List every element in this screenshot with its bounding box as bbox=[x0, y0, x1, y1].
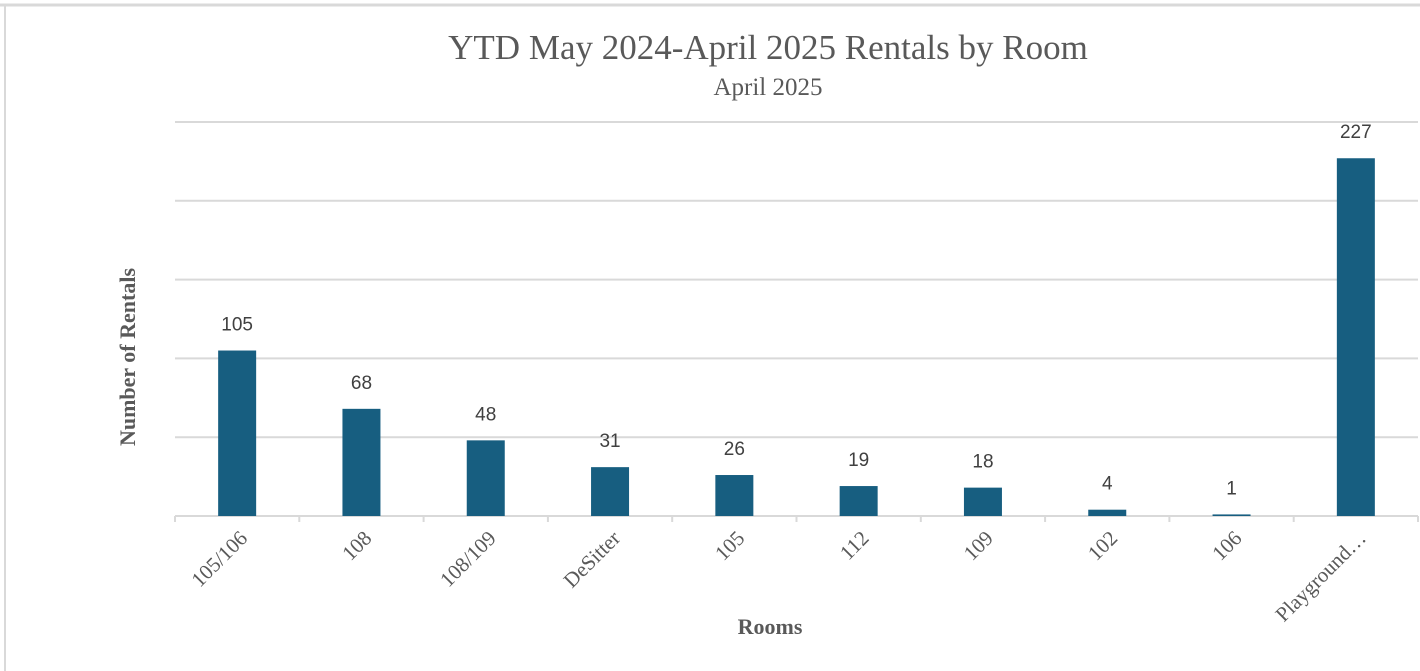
data-label: 1 bbox=[1226, 478, 1237, 499]
data-label: 105 bbox=[221, 315, 253, 336]
chart-title: YTD May 2024-April 2025 Rentals by Room bbox=[448, 28, 1088, 67]
bar bbox=[1336, 158, 1375, 517]
data-label: 26 bbox=[724, 439, 745, 460]
data-label: 31 bbox=[599, 431, 620, 452]
data-label: 48 bbox=[475, 404, 496, 425]
data-label: 18 bbox=[972, 452, 993, 473]
data-label: 4 bbox=[1102, 474, 1113, 495]
bar bbox=[1088, 509, 1127, 516]
data-label: 68 bbox=[351, 373, 372, 394]
bar bbox=[1212, 514, 1251, 516]
data-label: 227 bbox=[1340, 122, 1372, 143]
bar bbox=[218, 350, 257, 516]
y-axis-label: Number of Rentals bbox=[115, 268, 140, 446]
bar bbox=[342, 408, 381, 516]
chart-subtitle: April 2025 bbox=[713, 74, 822, 101]
bar bbox=[963, 487, 1002, 516]
bar bbox=[839, 486, 878, 516]
data-label: 19 bbox=[848, 450, 869, 471]
bar bbox=[715, 475, 754, 516]
bar bbox=[466, 440, 505, 516]
bar bbox=[591, 467, 630, 516]
x-axis-label: Rooms bbox=[738, 614, 803, 639]
